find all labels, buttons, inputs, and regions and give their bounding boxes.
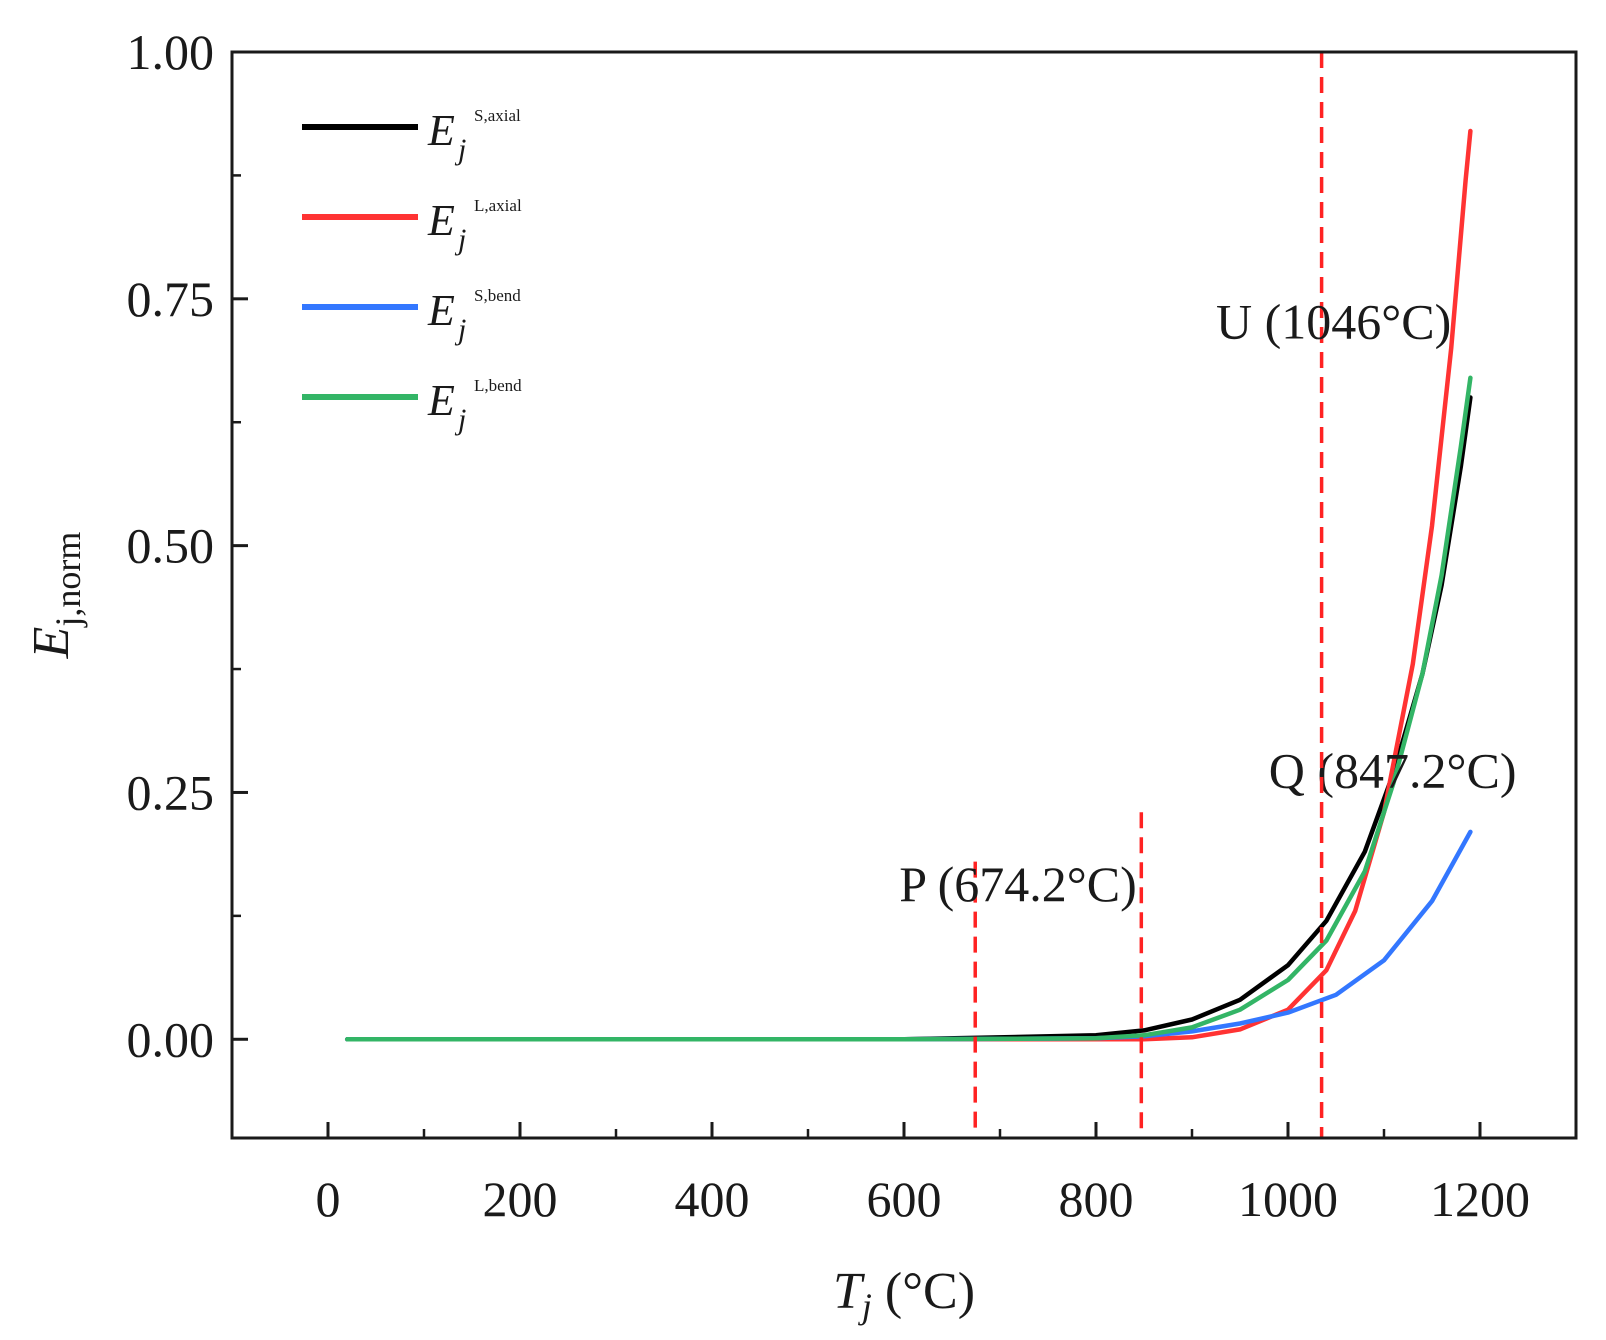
y-tick-label-5: 1.00 xyxy=(127,24,215,80)
x-axis-title-main: T xyxy=(833,1263,865,1320)
y-axis-title: Ej,norm xyxy=(23,532,88,660)
legend-label-sub-2: j xyxy=(454,223,466,256)
reference-label-1: P (674.2°C) xyxy=(899,856,1137,912)
reference-label-3: U (1046°C) xyxy=(1216,293,1451,349)
y-tick-label-3: 0.50 xyxy=(127,518,215,574)
y-axis-title-sub: j,norm xyxy=(48,532,88,629)
x-tick-label-2: 200 xyxy=(483,1171,558,1227)
legend-label-sub-4: j xyxy=(454,403,466,436)
legend-label-sub-1: j xyxy=(454,133,466,166)
x-axis-title-unit: (°C) xyxy=(872,1263,975,1320)
x-tick-label-7: 1200 xyxy=(1430,1171,1530,1227)
x-tick-label-5: 800 xyxy=(1059,1171,1134,1227)
series-layer xyxy=(344,128,1473,1042)
x-tick-label-3: 400 xyxy=(675,1171,750,1227)
axes-layer: 0 200 400 600 800 1000 1200 0.00 0.25 0.50 0.75 1.0… xyxy=(23,24,1578,1326)
legend-label-sup-1: S,axial xyxy=(474,106,521,125)
series-line-4 xyxy=(344,375,1473,1042)
legend-label-main-3: E xyxy=(427,286,455,335)
legend-label-sup-4: L,bend xyxy=(474,376,522,395)
x-tick-label-6: 1000 xyxy=(1238,1171,1338,1227)
y-tick-label-4: 0.75 xyxy=(127,271,215,327)
x-tick-label-4: 600 xyxy=(867,1171,942,1227)
y-tick-label-1: 0.00 xyxy=(127,1011,215,1067)
legend-label-main-2: E xyxy=(427,196,455,245)
reference-lines-layer: P (674.2°C) Q (847.2°C) U (1046°C) xyxy=(899,52,1517,1138)
y-tick-label-2: 0.25 xyxy=(127,764,215,820)
series-line-1 xyxy=(344,395,1473,1042)
x-axis-title-sub: j xyxy=(858,1286,872,1326)
legend-label-main-4: E xyxy=(427,376,455,425)
legend-label-sup-2: L,axial xyxy=(474,196,522,215)
x-tick-label-1: 0 xyxy=(316,1171,341,1227)
reference-label-2: Q (847.2°C) xyxy=(1269,743,1517,799)
y-axis-title-main: E xyxy=(23,627,80,660)
legend-label-sup-3: S,bend xyxy=(474,286,521,305)
x-axis-title: Tj (°C) xyxy=(833,1263,975,1326)
legend-label-main-1: E xyxy=(427,106,455,155)
legend-label-sub-3: j xyxy=(454,313,466,346)
